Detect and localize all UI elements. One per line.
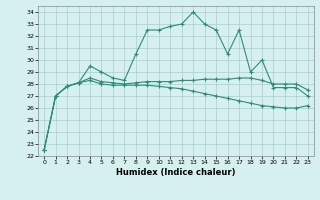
X-axis label: Humidex (Indice chaleur): Humidex (Indice chaleur) [116,168,236,177]
